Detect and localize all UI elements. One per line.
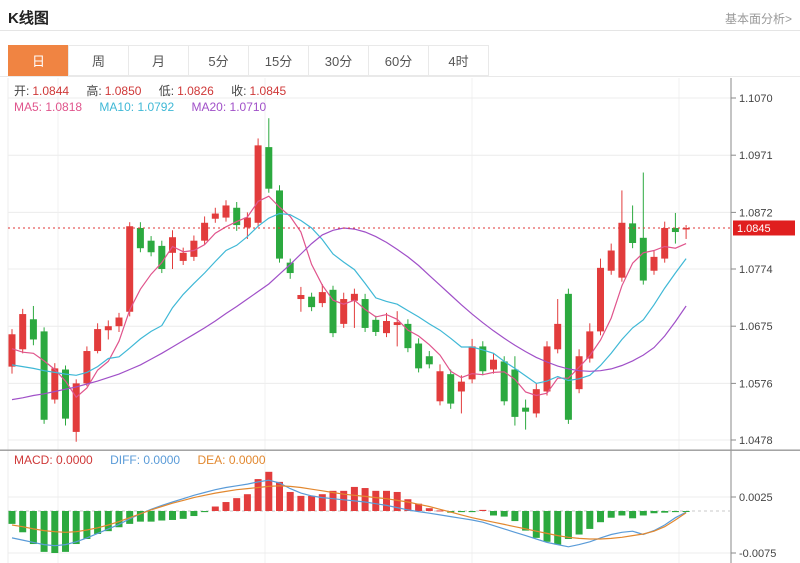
low-value: 1.0826 <box>177 84 214 98</box>
svg-text:1.0478: 1.0478 <box>739 435 773 447</box>
high-value: 1.0850 <box>104 84 142 98</box>
svg-text:-0.0075: -0.0075 <box>739 548 776 560</box>
svg-text:1.0576: 1.0576 <box>739 378 773 390</box>
ma-legend: MA5: 1.0818 MA10: 1.0792 MA20: 1.0710 <box>14 100 280 114</box>
macd-label: MACD: <box>14 453 53 467</box>
tabbar-underline <box>0 76 800 77</box>
tab-60分[interactable]: 60分 <box>368 45 429 76</box>
ma20-label: MA20: <box>191 100 227 114</box>
svg-text:1.0971: 1.0971 <box>739 150 773 162</box>
svg-text:0.0025: 0.0025 <box>739 492 773 504</box>
diff-value: 0.0000 <box>143 453 181 467</box>
ma5-label: MA5: <box>14 100 43 114</box>
open-value: 1.0844 <box>32 84 70 98</box>
open-label: 开: <box>14 84 30 98</box>
interval-tabbar: 日周月 5分 15分 30分 60分 4时 <box>8 45 489 76</box>
high-label: 高: <box>86 84 102 98</box>
ma10-value: 1.0792 <box>137 100 175 114</box>
close-value: 1.0845 <box>249 84 287 98</box>
macd-value: 0.0000 <box>56 453 93 467</box>
tab-4时[interactable]: 4时 <box>428 45 489 76</box>
current-price-badge <box>733 220 795 236</box>
ma20-value: 1.0710 <box>229 100 267 114</box>
svg-text:1.0872: 1.0872 <box>739 207 773 219</box>
diff-label: DIFF: <box>110 453 141 467</box>
page-title: K线图 <box>8 10 49 27</box>
svg-text:1.0845: 1.0845 <box>737 223 771 235</box>
macd-legend: MACD: 0.0000 DIFF: 0.0000 DEA: 0.0000 <box>14 453 280 467</box>
header-divider <box>0 30 800 31</box>
fundamental-analysis-link[interactable]: 基本面分析> <box>724 12 792 26</box>
svg-text:1.0675: 1.0675 <box>739 321 773 333</box>
dea-label: DEA: <box>197 453 226 467</box>
svg-text:1.1070: 1.1070 <box>739 93 773 105</box>
svg-text:1.0774: 1.0774 <box>739 264 773 276</box>
tab-15分[interactable]: 15分 <box>248 45 309 76</box>
ohlc-legend: 开: 1.0844 高: 1.0850 低: 1.0826 收: 1.0845 <box>14 82 300 99</box>
ma5-value: 1.0818 <box>45 100 83 114</box>
tab-30分[interactable]: 30分 <box>308 45 369 76</box>
dea-value: 0.0000 <box>228 453 266 467</box>
low-label: 低: <box>158 84 175 98</box>
tab-月[interactable]: 月 <box>128 45 189 76</box>
tab-5分[interactable]: 5分 <box>188 45 249 76</box>
close-label: 收: <box>231 84 247 98</box>
tab-日[interactable]: 日 <box>8 45 69 76</box>
ma10-label: MA10: <box>99 100 135 114</box>
